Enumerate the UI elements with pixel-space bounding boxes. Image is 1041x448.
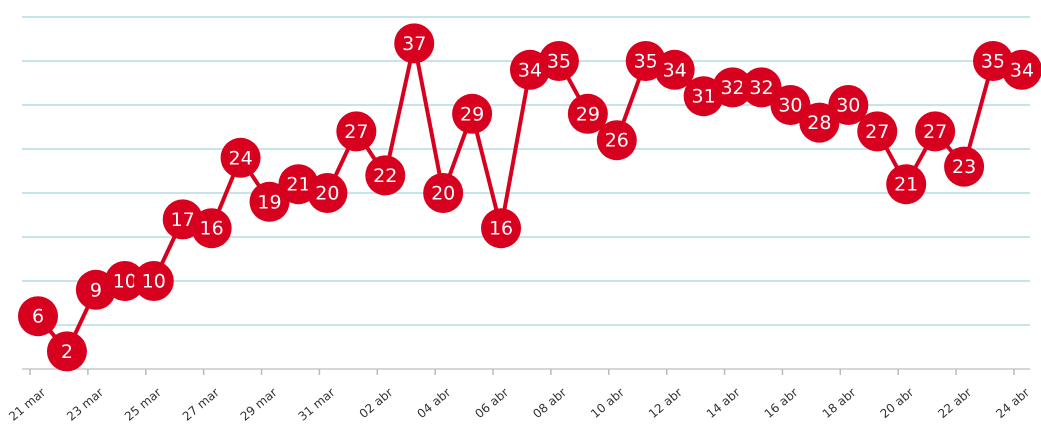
x-tick-label: 27 mar: [180, 385, 222, 423]
data-label: 28: [807, 112, 831, 134]
data-label: 17: [171, 209, 195, 231]
data-label: 35: [547, 51, 571, 73]
x-tick-label: 20 abr: [878, 385, 917, 421]
point: [46, 331, 87, 372]
x-tick-label: 04 abr: [414, 385, 453, 421]
point: [394, 23, 435, 64]
data-label: 6: [32, 306, 44, 328]
point: [944, 146, 985, 187]
point: [567, 93, 608, 134]
data-label: 29: [576, 103, 600, 125]
data-label: 30: [836, 95, 860, 117]
data-label: 22: [373, 165, 397, 187]
point: [596, 120, 637, 161]
x-tick-label: 24 abr: [993, 385, 1032, 421]
data-label: 16: [489, 218, 513, 240]
x-tick-label: 31 mar: [296, 385, 338, 423]
data-label: 31: [692, 86, 716, 108]
data-label: 20: [431, 183, 455, 205]
data-label: 34: [1010, 59, 1034, 81]
x-tick-label: 25 mar: [122, 385, 164, 423]
data-label: 26: [605, 130, 629, 152]
data-label: 24: [228, 147, 252, 169]
point: [18, 296, 58, 337]
x-tick-label: 22 abr: [935, 385, 974, 421]
data-label: 10: [113, 271, 137, 293]
point: [133, 261, 174, 301]
data-label: 34: [518, 59, 542, 81]
data-label: 23: [952, 156, 976, 178]
point: [365, 155, 406, 196]
point: [1001, 49, 1041, 90]
data-label: 19: [257, 191, 281, 213]
point: [828, 85, 869, 125]
data-label: 16: [200, 218, 224, 240]
point: [712, 67, 753, 108]
x-tick-label: 02 abr: [357, 385, 396, 421]
data-label: 32: [720, 77, 744, 99]
point: [307, 173, 348, 213]
point: [915, 111, 956, 152]
data-label: 35: [634, 51, 658, 73]
point: [741, 67, 782, 108]
x-tick-label: 12 abr: [646, 385, 685, 421]
data-label: 34: [663, 59, 687, 81]
x-tick-label: 10 abr: [588, 385, 627, 421]
point: [104, 261, 145, 301]
x-tick-label: 08 abr: [530, 385, 569, 421]
data-label: 27: [344, 121, 368, 143]
point: [423, 173, 464, 213]
data-label: 20: [315, 183, 339, 205]
point: [249, 181, 290, 222]
data-label: 27: [865, 121, 889, 143]
x-tick-label: 14 abr: [704, 385, 743, 421]
data-label: 30: [778, 95, 802, 117]
x-tick-label: 06 abr: [472, 385, 511, 421]
point: [886, 164, 927, 205]
point: [654, 49, 695, 90]
data-label: 9: [90, 279, 102, 301]
x-tick-label: 16 abr: [762, 385, 801, 421]
x-tick-label: 21 mar: [6, 385, 48, 423]
x-tick-label: 29 mar: [238, 385, 280, 423]
point: [191, 208, 232, 249]
data-label: 21: [894, 174, 918, 196]
x-tick-label: 23 mar: [64, 385, 106, 423]
data-label: 29: [460, 103, 484, 125]
point: [220, 137, 261, 178]
data-label: 10: [142, 271, 166, 293]
point: [857, 111, 898, 152]
data-label: 35: [981, 51, 1005, 73]
point: [336, 111, 377, 152]
data-label: 32: [749, 77, 773, 99]
point: [481, 208, 522, 249]
point: [452, 93, 493, 134]
x-tick-label: 18 abr: [820, 385, 859, 421]
point: [538, 41, 579, 81]
data-label: 2: [61, 341, 73, 363]
point: [770, 85, 811, 125]
point: [799, 102, 840, 143]
data-label: 21: [286, 174, 310, 196]
data-label: 27: [923, 121, 947, 143]
data-label: 37: [402, 33, 426, 55]
